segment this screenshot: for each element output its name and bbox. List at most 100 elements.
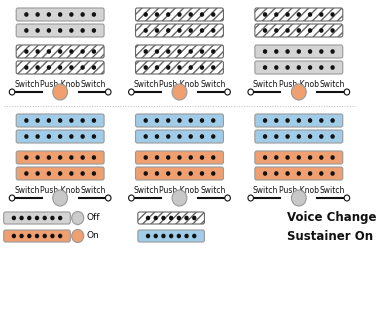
Text: Off: Off [86, 214, 100, 223]
Circle shape [201, 66, 203, 69]
Circle shape [286, 50, 289, 53]
Circle shape [320, 13, 323, 16]
Circle shape [308, 66, 312, 69]
FancyBboxPatch shape [135, 114, 223, 127]
Circle shape [167, 119, 170, 122]
Text: Switch: Switch [133, 186, 159, 195]
Circle shape [212, 13, 215, 16]
Circle shape [59, 66, 62, 69]
Circle shape [36, 119, 39, 122]
Circle shape [81, 50, 84, 53]
Circle shape [225, 89, 230, 95]
Circle shape [36, 135, 39, 138]
Circle shape [263, 135, 267, 138]
Circle shape [43, 234, 46, 238]
Circle shape [144, 135, 147, 138]
Circle shape [167, 172, 170, 175]
Circle shape [25, 156, 28, 159]
FancyBboxPatch shape [4, 212, 70, 224]
Circle shape [308, 156, 312, 159]
Circle shape [167, 50, 170, 53]
Text: Push Knob: Push Knob [159, 80, 199, 89]
Circle shape [106, 195, 111, 201]
Circle shape [297, 172, 300, 175]
FancyBboxPatch shape [255, 61, 343, 74]
Circle shape [128, 195, 134, 201]
Circle shape [47, 50, 50, 53]
Circle shape [25, 66, 28, 69]
Circle shape [167, 13, 170, 16]
Circle shape [331, 50, 334, 53]
Circle shape [331, 135, 334, 138]
Circle shape [320, 119, 323, 122]
Circle shape [156, 50, 158, 53]
FancyBboxPatch shape [16, 151, 104, 164]
Circle shape [193, 216, 196, 220]
Circle shape [193, 234, 196, 238]
Circle shape [167, 66, 170, 69]
Circle shape [263, 156, 267, 159]
Circle shape [320, 66, 323, 69]
Circle shape [286, 172, 289, 175]
Circle shape [189, 13, 192, 16]
Circle shape [70, 13, 73, 16]
FancyBboxPatch shape [16, 61, 104, 74]
Circle shape [156, 29, 158, 32]
Circle shape [25, 172, 28, 175]
Circle shape [275, 156, 278, 159]
FancyBboxPatch shape [16, 24, 104, 37]
Circle shape [308, 50, 312, 53]
Circle shape [212, 119, 215, 122]
Circle shape [28, 234, 31, 238]
Circle shape [128, 89, 134, 95]
FancyBboxPatch shape [135, 61, 223, 74]
Circle shape [59, 156, 62, 159]
FancyBboxPatch shape [16, 114, 104, 127]
Circle shape [320, 156, 323, 159]
Circle shape [81, 135, 84, 138]
Circle shape [291, 84, 306, 100]
Circle shape [92, 119, 95, 122]
Circle shape [263, 66, 267, 69]
Circle shape [147, 234, 149, 238]
Circle shape [170, 216, 173, 220]
Circle shape [178, 66, 181, 69]
Circle shape [70, 29, 73, 32]
Circle shape [156, 119, 158, 122]
Circle shape [263, 29, 267, 32]
Circle shape [172, 190, 187, 206]
Text: Switch: Switch [200, 186, 225, 195]
Circle shape [81, 119, 84, 122]
Text: Switch: Switch [319, 186, 345, 195]
Text: Push Knob: Push Knob [159, 186, 199, 195]
Circle shape [263, 50, 267, 53]
Circle shape [201, 13, 203, 16]
Text: Switch: Switch [319, 80, 345, 89]
Circle shape [297, 13, 300, 16]
Circle shape [53, 84, 68, 100]
Circle shape [154, 234, 157, 238]
Circle shape [170, 234, 173, 238]
Circle shape [212, 29, 215, 32]
Circle shape [36, 216, 38, 220]
Circle shape [201, 119, 203, 122]
Circle shape [36, 29, 39, 32]
FancyBboxPatch shape [135, 8, 223, 21]
Circle shape [172, 84, 187, 100]
Circle shape [297, 135, 300, 138]
Circle shape [212, 172, 215, 175]
Circle shape [70, 172, 73, 175]
Circle shape [92, 135, 95, 138]
Circle shape [70, 50, 73, 53]
Circle shape [201, 172, 203, 175]
Circle shape [92, 13, 95, 16]
Circle shape [144, 50, 147, 53]
Circle shape [275, 50, 278, 53]
Circle shape [331, 66, 334, 69]
Circle shape [308, 13, 312, 16]
Circle shape [59, 234, 62, 238]
Circle shape [144, 13, 147, 16]
Circle shape [308, 29, 312, 32]
Circle shape [81, 66, 84, 69]
FancyBboxPatch shape [135, 130, 223, 143]
